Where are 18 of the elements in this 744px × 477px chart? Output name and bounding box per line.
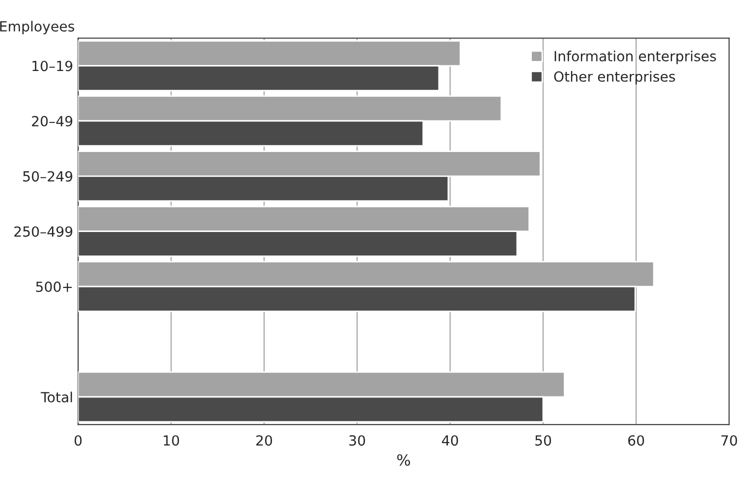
y-tick-label: 50–249 [23,171,72,182]
legend-label: Other enterprises [554,71,675,84]
y-tick-label: 500+ [36,282,72,292]
x-tick-label: 0 [74,435,82,446]
x-tick-label: 10 [164,435,180,446]
x-tick-label: 70 [721,435,738,446]
x-tick-label: 60 [628,435,644,446]
y-tick-label: 20–49 [32,116,72,126]
x-axis-title: % [397,454,410,466]
y-tick-label: 10–19 [32,60,72,72]
legend-label: Information enterprises [554,50,716,64]
y-axis-title: Employees [0,20,74,34]
y-tick-label: Total [40,392,72,402]
x-tick-label: 20 [256,435,272,446]
y-tick-label: 250–499 [14,226,72,237]
x-tick-label: 50 [535,435,552,446]
x-tick-label: 30 [349,435,366,446]
x-tick-label: 40 [442,435,458,446]
